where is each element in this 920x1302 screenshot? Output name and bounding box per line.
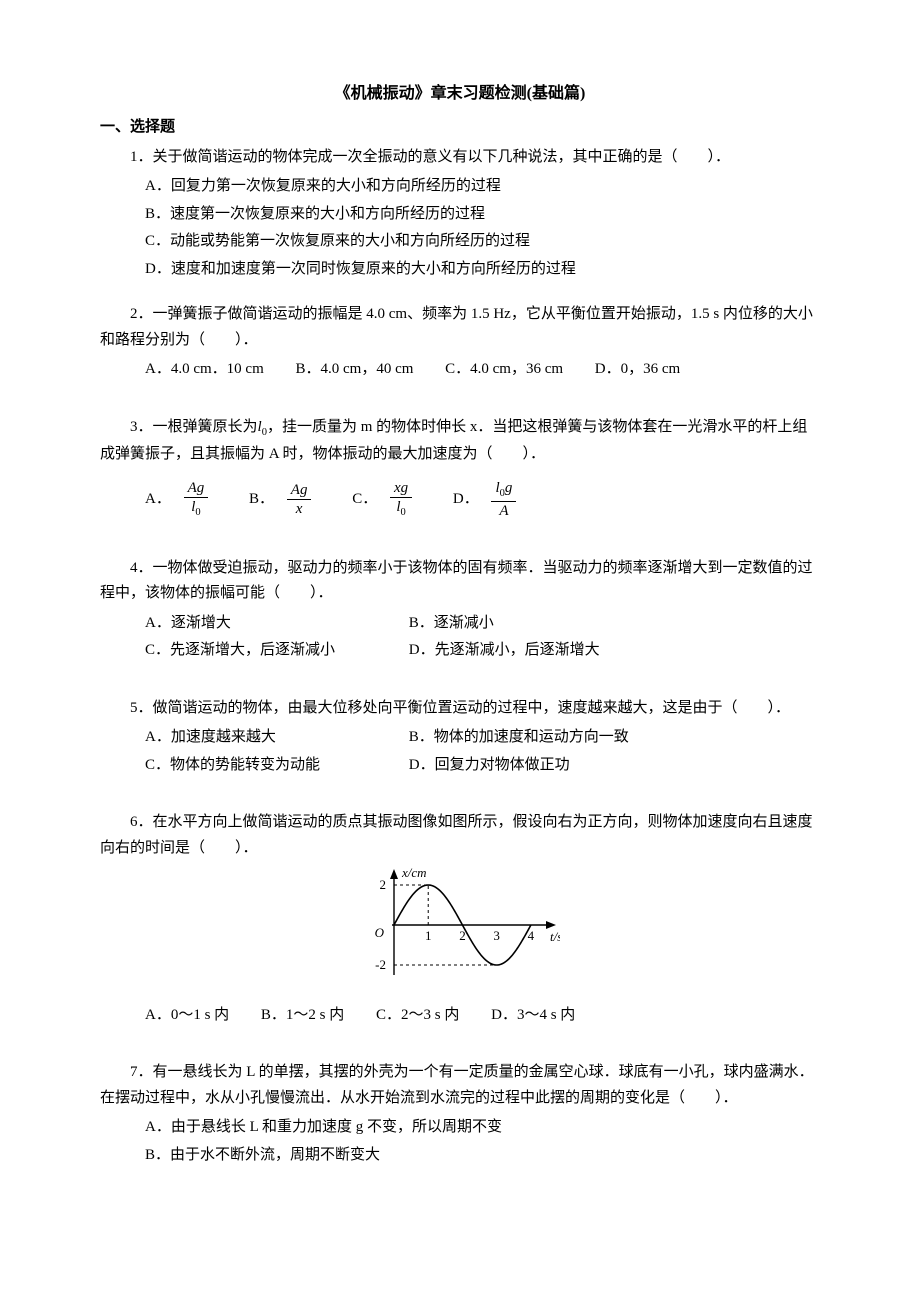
q1-option-a: A．回复力第一次恢复原来的大小和方向所经历的过程 [145, 174, 820, 200]
svg-text:-2: -2 [375, 957, 386, 972]
q5-options: A．加速度越来越大 B．物体的加速度和运动方向一致 C．物体的势能转变为动能 D… [145, 725, 820, 778]
q6-option-d: D．3～4 s 内 [491, 1003, 575, 1029]
section-heading: 一、选择题 [100, 115, 820, 141]
q4-stem: 4．一物体做受迫振动，驱动力的频率小于该物体的固有频率．当驱动力的频率逐渐增大到… [100, 556, 820, 607]
q3-option-a: A． Agl0 [145, 479, 211, 520]
q2-option-c: C．4.0 cm，36 cm [445, 357, 563, 383]
q1-option-c: C．动能或势能第一次恢复原来的大小和方向所经历的过程 [145, 229, 820, 255]
q5-option-d: D．回复力对物体做正功 [409, 753, 669, 779]
q7-options: A．由于悬线长 L 和重力加速度 g 不变，所以周期不变 B．由于水不断外流，周… [145, 1115, 820, 1168]
q6-option-b: B．1～2 s 内 [261, 1003, 344, 1029]
q5-option-b: B．物体的加速度和运动方向一致 [409, 725, 669, 751]
q1-options: A．回复力第一次恢复原来的大小和方向所经历的过程 B．速度第一次恢复原来的大小和… [145, 174, 820, 282]
svg-text:x/cm: x/cm [401, 867, 427, 880]
q2-option-b: B．4.0 cm，40 cm [295, 357, 413, 383]
q6-option-a: A．0～1 s 内 [145, 1003, 229, 1029]
q6-option-c: C．2～3 s 内 [376, 1003, 459, 1029]
q1-option-b: B．速度第一次恢复原来的大小和方向所经历的过程 [145, 202, 820, 228]
q6-stem: 6．在水平方向上做简谐运动的质点其振动图像如图所示，假设向右为正方向，则物体加速… [100, 810, 820, 861]
q4-options: A．逐渐增大 B．逐渐减小 C．先逐渐增大，后逐渐减小 D．先逐渐减小，后逐渐增… [145, 611, 820, 664]
q7-option-b: B．由于水不断外流，周期不断变大 [145, 1143, 820, 1169]
q4-option-a: A．逐渐增大 [145, 611, 405, 637]
svg-text:3: 3 [493, 928, 500, 943]
q2-option-d: D．0，36 cm [595, 357, 680, 383]
q5-stem: 5．做简谐运动的物体，由最大位移处向平衡位置运动的过程中，速度越来越大，这是由于… [100, 696, 820, 722]
svg-text:O: O [375, 925, 385, 940]
q2-option-a: A．4.0 cm．10 cm [145, 357, 264, 383]
q4-option-d: D．先逐渐减小，后逐渐增大 [409, 638, 669, 664]
q7-option-a: A．由于悬线长 L 和重力加速度 g 不变，所以周期不变 [145, 1115, 820, 1141]
svg-text:1: 1 [425, 928, 432, 943]
q3-option-b: B． Agx [249, 481, 314, 518]
q2-options: A．4.0 cm．10 cm B．4.0 cm，40 cm C．4.0 cm，3… [145, 357, 820, 383]
q5-option-a: A．加速度越来越大 [145, 725, 405, 751]
q5-option-c: C．物体的势能转变为动能 [145, 753, 405, 779]
q7-stem: 7．有一悬线长为 L 的单摆，其摆的外壳为一个有一定质量的金属空心球．球底有一小… [100, 1060, 820, 1111]
q6-options: A．0～1 s 内 B．1～2 s 内 C．2～3 s 内 D．3～4 s 内 [145, 1003, 820, 1029]
svg-text:2: 2 [380, 877, 387, 892]
q3-option-c: C． xgl0 [352, 479, 415, 520]
q4-option-b: B．逐渐减小 [409, 611, 669, 637]
q6-chart: 2-2Ox/cmt/s1234 [100, 867, 820, 997]
document-title: 《机械振动》章末习题检测(基础篇) [100, 80, 820, 107]
q3-stem: 3．一根弹簧原长为l0，挂一质量为 m 的物体时伸长 x．当把这根弹簧与该物体套… [100, 415, 820, 467]
q2-stem: 2．一弹簧振子做简谐运动的振幅是 4.0 cm、频率为 1.5 Hz，它从平衡位… [100, 302, 820, 353]
q3-options: A． Agl0 B． Agx C． xgl0 D． l0gA [145, 479, 820, 520]
q1-option-d: D．速度和加速度第一次同时恢复原来的大小和方向所经历的过程 [145, 257, 820, 283]
q4-option-c: C．先逐渐增大，后逐渐减小 [145, 638, 405, 664]
q1-stem: 1．关于做简谐运动的物体完成一次全振动的意义有以下几种说法，其中正确的是（ ）． [100, 145, 820, 171]
q3-option-d: D． l0gA [453, 479, 520, 520]
svg-text:t/s: t/s [550, 929, 560, 944]
